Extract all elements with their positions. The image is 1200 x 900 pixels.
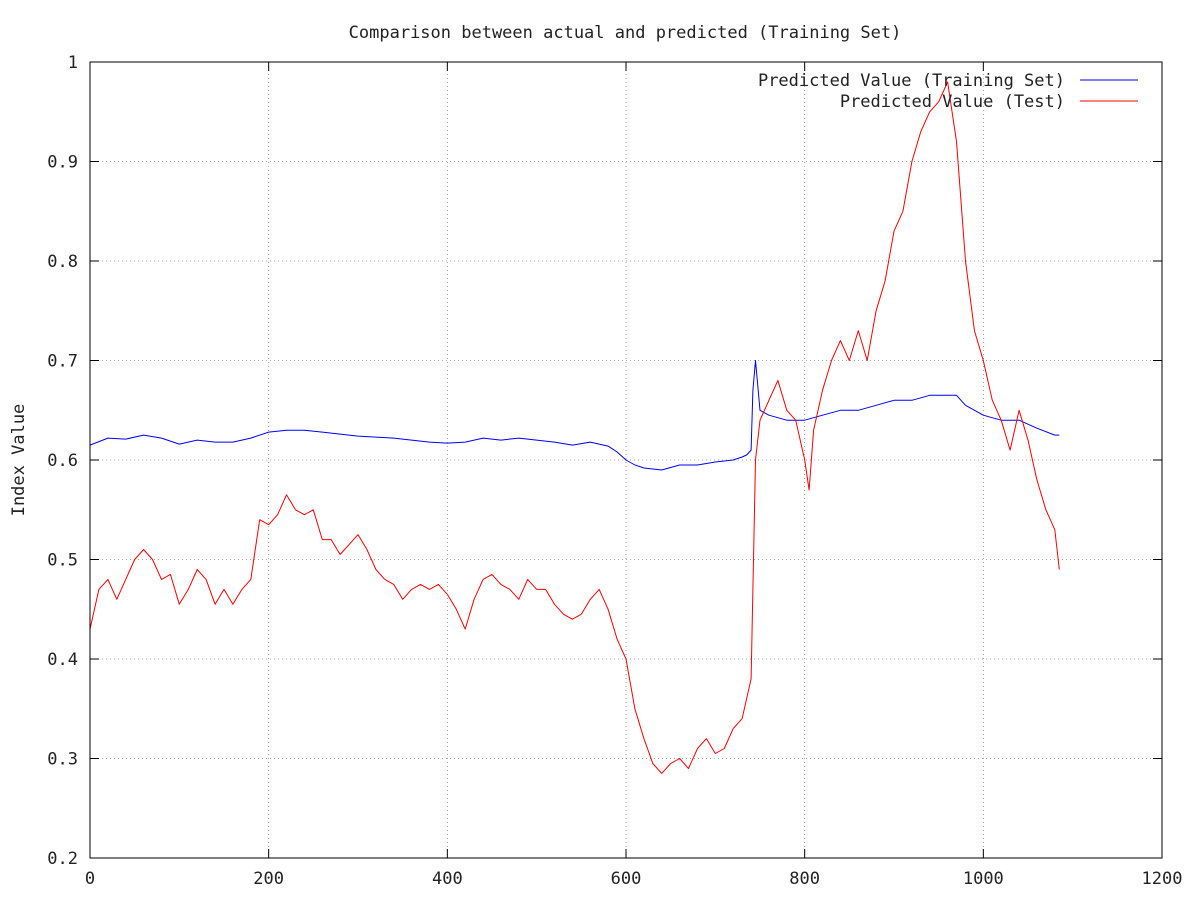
legend-label-test: Predicted Value (Test) — [840, 92, 1065, 112]
series-lines — [89, 81, 1060, 774]
axis-ticks: 0 200 400 600 800 1000 1200 0.2 0.3 0.4 0.5 0.6 0.7 0… — [47, 53, 1182, 889]
chart-title: Comparison between actual and predicted … — [349, 23, 902, 43]
y-tick-label: 0.8 — [47, 252, 78, 272]
y-tick-label: 0.9 — [47, 153, 78, 173]
y-tick-label: 0.5 — [47, 551, 78, 571]
y-tick-label: 0.4 — [47, 650, 78, 670]
legend: Predicted Value (Training Set) Predicted… — [758, 71, 1138, 112]
y-tick-label: 0.3 — [47, 750, 78, 770]
y-tick-label: 0.7 — [47, 352, 78, 372]
y-tick-label: 1 — [68, 53, 78, 73]
series-line-training — [89, 360, 1060, 471]
y-tick-label: 0.6 — [47, 451, 78, 471]
x-tick-label: 600 — [611, 869, 642, 889]
plot-frame — [89, 61, 1163, 859]
series-line-test — [89, 81, 1060, 774]
x-tick-label: 1000 — [963, 869, 1004, 889]
x-tick-label: 400 — [432, 869, 463, 889]
x-tick-label: 200 — [253, 869, 284, 889]
x-tick-label: 800 — [789, 869, 820, 889]
legend-label-training: Predicted Value (Training Set) — [758, 71, 1065, 91]
x-tick-label: 1200 — [1142, 869, 1183, 889]
y-axis-label: Index Value — [9, 404, 29, 517]
x-tick-label: 0 — [85, 869, 95, 889]
y-tick-label: 0.2 — [47, 849, 78, 869]
